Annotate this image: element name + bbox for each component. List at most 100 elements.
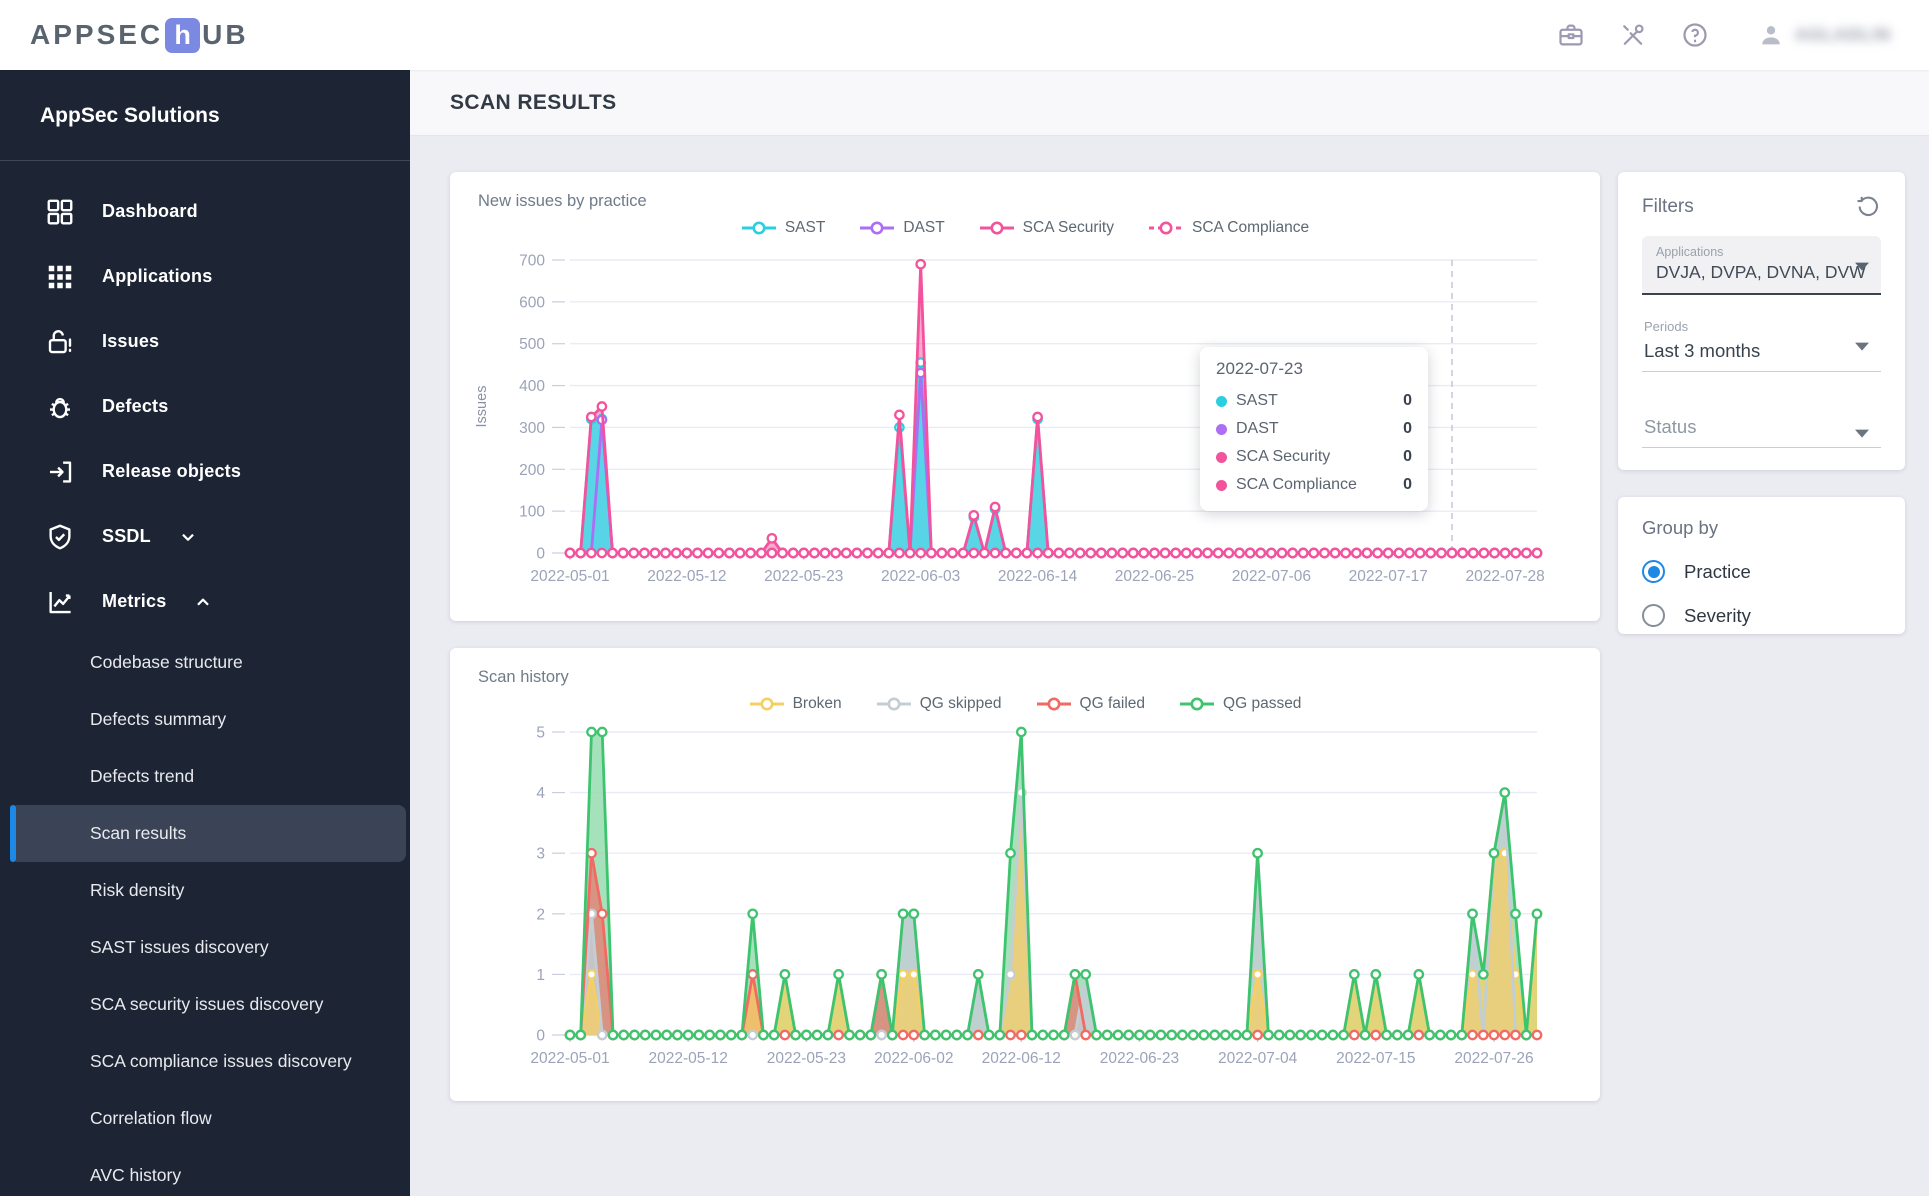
sidebar-subitem-label: Defects trend	[90, 766, 195, 786]
sidebar-item-defects[interactable]: Defects	[0, 374, 410, 439]
tooltip-row: SAST 0	[1216, 387, 1412, 415]
chevron-down-icon	[177, 526, 199, 548]
applications-select[interactable]: Applications DVJA, DVPA, DVNA, DVW...	[1642, 236, 1881, 295]
chart1-legend: SAST DAST SCA Security SCA Compliance	[450, 219, 1600, 237]
legend-item-sast[interactable]: SAST	[741, 219, 825, 237]
svg-text:400: 400	[519, 378, 545, 395]
sidebar-subitem-label: Risk density	[90, 880, 185, 900]
svg-text:2022-05-12: 2022-05-12	[647, 568, 726, 585]
tooltip-series-value: 0	[1403, 448, 1412, 465]
filters-panel: Filters Applications DVJA, DVPA, DVNA, D…	[1618, 172, 1905, 470]
periods-select[interactable]: Periods Last 3 months	[1642, 319, 1881, 372]
page-title: SCAN RESULTS	[450, 90, 617, 114]
tooltip-series-label: SCA Security	[1236, 448, 1331, 465]
svg-text:2022-05-01: 2022-05-01	[530, 1050, 609, 1067]
help-icon[interactable]	[1681, 21, 1709, 49]
chart-canvas: 0 1 2 3 4 5 2022-05-01 2022-05-12 2022-05-23 2022…	[530, 725, 1543, 1067]
sidebar-item-label: SSDL	[102, 526, 151, 546]
legend-label: QG failed	[1079, 695, 1146, 712]
status-select[interactable]: Status	[1642, 416, 1881, 448]
filters-title: Filters	[1642, 196, 1694, 217]
user-menu[interactable]: AGLADLIN	[1757, 21, 1891, 49]
lock-open-alert-icon	[45, 327, 75, 357]
svg-text:1: 1	[536, 967, 545, 984]
sidebar-subitem-avc-history[interactable]: AVC history	[0, 1147, 410, 1196]
svg-text:2: 2	[536, 906, 545, 923]
legend-label: QG passed	[1223, 695, 1302, 712]
sidebar-subitem-scan-results[interactable]: Scan results	[10, 805, 406, 862]
chart1-title: New issues by practice	[478, 192, 647, 210]
legend-label: QG skipped	[919, 695, 1002, 712]
legend-marker-icon	[749, 697, 784, 711]
sidebar-subitem-defects-trend[interactable]: Defects trend	[0, 748, 410, 805]
sidebar-item-issues[interactable]: Issues	[0, 309, 410, 374]
legend-item-dast[interactable]: DAST	[859, 219, 945, 237]
chevron-down-icon	[1855, 429, 1869, 438]
appsechub-logo[interactable]: APPSEC h UB	[30, 17, 249, 53]
logo-text-prefix: APPSEC	[30, 19, 164, 50]
svg-text:2022-05-01: 2022-05-01	[530, 568, 609, 585]
tooltip-row: SCA Security 0	[1216, 443, 1412, 471]
sidebar-item-dashboard[interactable]: Dashboard	[0, 179, 410, 244]
group-by-title: Group by	[1642, 517, 1719, 538]
tooltip-series-value: 0	[1403, 420, 1412, 437]
sidebar-item-ssdl[interactable]: SSDL	[0, 504, 410, 569]
card-new-issues-by-practice: New issues by practice SAST DAST SCA Secur…	[450, 172, 1600, 621]
legend-item-qg-skipped[interactable]: QG skipped	[876, 695, 1002, 713]
legend-item-qg-passed[interactable]: QG passed	[1179, 695, 1301, 713]
sidebar-item-release-objects[interactable]: Release objects	[0, 439, 410, 504]
svg-text:600: 600	[519, 294, 545, 311]
sidebar-subitem-defects-summary[interactable]: Defects summary	[0, 691, 410, 748]
username-redacted: AGLADLIN	[1795, 25, 1891, 44]
svg-text:2022-06-25: 2022-06-25	[1115, 568, 1194, 585]
svg-text:300: 300	[519, 420, 545, 437]
sidebar-subitem-sca-security-issues-discovery[interactable]: SCA security issues discovery	[0, 976, 410, 1033]
radio-label: Severity	[1684, 604, 1751, 626]
tooltip-row: DAST 0	[1216, 415, 1412, 443]
group-by-option-severity[interactable]: Severity	[1642, 604, 1881, 627]
sidebar-subitem-correlation-flow[interactable]: Correlation flow	[0, 1090, 410, 1147]
sidebar-subitem-risk-density[interactable]: Risk density	[0, 862, 410, 919]
legend-item-sca-compliance[interactable]: SCA Compliance	[1148, 219, 1309, 237]
shield-check-icon	[45, 522, 75, 552]
chart1-tooltip: 2022-07-23 SAST 0 DAST 0 SCA Security 0 SCA Com…	[1200, 347, 1428, 511]
series-dot-icon	[1216, 423, 1227, 435]
tooltip-series-label: DAST	[1236, 420, 1279, 437]
series-dot-icon	[1216, 479, 1227, 491]
sidebar-subitem-sca-compliance-issues-discovery[interactable]: SCA compliance issues discovery	[0, 1033, 410, 1090]
chart1-plot: 0 100 200 300 400 500 600 700 2022-05-01 2022-05-…	[460, 239, 1600, 596]
tooltip-series-value: 0	[1403, 392, 1412, 409]
sidebar-item-label: Release objects	[102, 461, 242, 481]
svg-text:0: 0	[536, 1028, 545, 1045]
periods-value: Last 3 months	[1644, 340, 1761, 361]
svg-text:200: 200	[519, 462, 545, 479]
radio-label: Practice	[1684, 560, 1751, 582]
sidebar-item-applications[interactable]: Applications	[0, 244, 410, 309]
applications-value: DVJA, DVPA, DVNA, DVW...	[1656, 262, 1866, 282]
svg-text:2022-06-12: 2022-06-12	[982, 1050, 1061, 1067]
reset-filters-icon[interactable]	[1855, 194, 1881, 220]
sidebar-subitem-sast-issues-discovery[interactable]: SAST issues discovery	[0, 919, 410, 976]
sidebar-project-title: AppSec Solutions	[0, 70, 410, 161]
tooltip-series-value: 0	[1403, 476, 1412, 493]
legend-marker-icon	[1180, 697, 1215, 711]
svg-text:5: 5	[536, 725, 545, 742]
radio-selected-icon	[1642, 560, 1665, 583]
svg-text:2022-06-02: 2022-06-02	[874, 1050, 953, 1067]
legend-item-broken[interactable]: Broken	[749, 695, 842, 713]
briefcase-icon[interactable]	[1557, 21, 1585, 49]
sidebar-item-metrics[interactable]: Metrics	[0, 569, 410, 634]
sidebar: AppSec Solutions Dashboard Applications Is…	[0, 70, 410, 1196]
svg-text:0: 0	[536, 546, 545, 563]
legend-item-qg-failed[interactable]: QG failed	[1036, 695, 1145, 713]
svg-text:100: 100	[519, 504, 545, 521]
svg-text:3: 3	[536, 846, 545, 863]
tooltip-row: SCA Compliance 0	[1216, 471, 1412, 499]
tools-icon[interactable]	[1619, 21, 1647, 49]
legend-marker-icon	[979, 221, 1014, 235]
tooltip-series-label: SAST	[1236, 392, 1278, 409]
group-by-option-practice[interactable]: Practice	[1642, 560, 1881, 583]
legend-label: SAST	[784, 219, 826, 236]
sidebar-subitem-codebase-structure[interactable]: Codebase structure	[0, 634, 410, 691]
legend-item-sca-security[interactable]: SCA Security	[979, 219, 1114, 237]
